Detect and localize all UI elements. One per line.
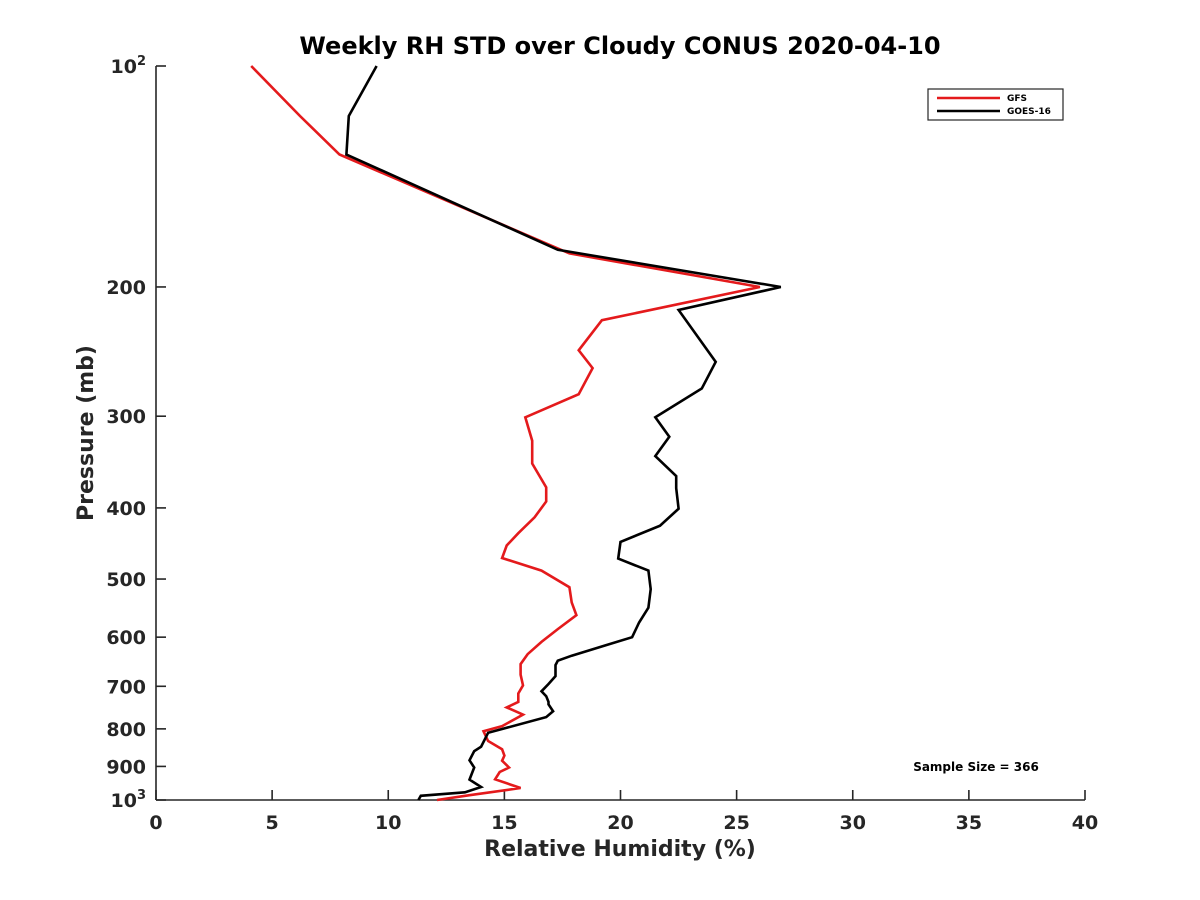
x-ticks: 0 5 10 15 20 25 30 35 40	[149, 790, 1098, 834]
plot-area: 0 5 10 15 20 25 30 35 40 102 200 300 400 500 600 700 80…	[106, 54, 1098, 834]
y-ticks: 102 200 300 400 500 600 700 800 900 103	[106, 54, 166, 812]
y-axis-label: Pressure (mb)	[74, 345, 99, 521]
legend-label-goes16: GOES-16	[1007, 107, 1051, 117]
legend-label-gfs: GFS	[1007, 94, 1027, 104]
y-tick-label: 600	[106, 627, 146, 649]
series-line-gfs	[250, 65, 761, 802]
y-tick-label: 800	[106, 719, 146, 741]
y-tick-label: 300	[106, 406, 146, 428]
series-line-goes16	[345, 65, 782, 801]
legend-box	[927, 88, 1064, 121]
x-tick-label: 35	[956, 812, 982, 834]
y-tick-label: 200	[106, 277, 146, 299]
x-tick-label: 30	[840, 812, 866, 834]
y-tick-label: 900	[106, 756, 146, 778]
x-tick-label: 5	[266, 812, 279, 834]
chart-title: Weekly RH STD over Cloudy CONUS 2020-04-…	[299, 32, 940, 60]
y-tick-label: 102	[111, 54, 147, 78]
legend: GFS GOES-16	[927, 88, 1064, 121]
y-tick-label: 103	[111, 788, 147, 812]
x-tick-label: 15	[491, 812, 517, 834]
y-tick-label: 400	[106, 498, 146, 520]
x-tick-label: 20	[607, 812, 633, 834]
x-tick-label: 10	[375, 812, 401, 834]
x-tick-label: 25	[723, 812, 749, 834]
sample-size-annotation: Sample Size = 366	[913, 760, 1039, 774]
x-tick-label: 40	[1072, 812, 1098, 834]
x-tick-label: 0	[149, 812, 162, 834]
x-axis-label: Relative Humidity (%)	[484, 837, 756, 862]
series-group	[250, 65, 782, 802]
y-tick-label: 700	[106, 676, 146, 698]
y-tick-label: 500	[106, 569, 146, 591]
